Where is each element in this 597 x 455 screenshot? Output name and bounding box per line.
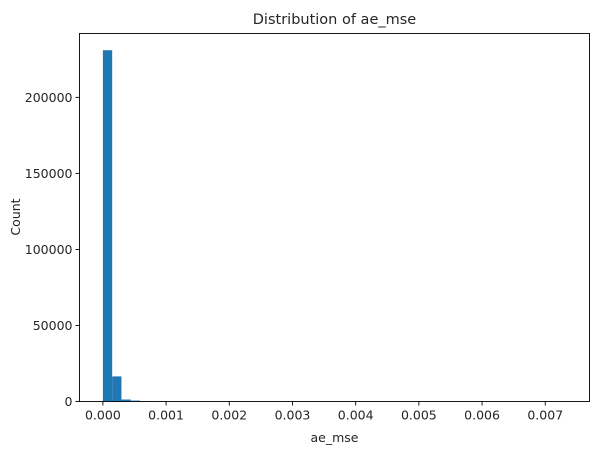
plot-area-frame: [80, 34, 590, 402]
x-axis: 0.000 0.001 0.002 0.003 0.004 0.005 0.006 0.007: [85, 402, 563, 423]
y-tick-label: 0: [65, 394, 73, 409]
x-tick-label: 0.006: [464, 408, 500, 423]
y-tick-label: 200000: [25, 90, 73, 105]
y-tick-label: 150000: [25, 166, 73, 181]
x-tick-label: 0.002: [211, 408, 247, 423]
x-tick-label: 0.004: [338, 408, 374, 423]
y-axis-title: Count: [8, 198, 23, 235]
x-axis-title: ae_mse: [311, 430, 359, 445]
chart-title: Distribution of ae_mse: [253, 12, 417, 28]
x-tick-label: 0.003: [275, 408, 311, 423]
x-tick-label: 0.007: [527, 408, 563, 423]
x-tick-label: 0.005: [401, 408, 437, 423]
y-axis: 0 50000 100000 150000 200000: [25, 90, 80, 409]
histogram-bar: [112, 376, 121, 401]
histogram-bars: [103, 50, 567, 401]
y-tick-label: 50000: [33, 318, 73, 333]
y-tick-label: 100000: [25, 242, 73, 257]
x-tick-label: 0.001: [148, 408, 184, 423]
x-tick-label: 0.000: [85, 408, 121, 423]
histogram-bar: [103, 50, 112, 401]
